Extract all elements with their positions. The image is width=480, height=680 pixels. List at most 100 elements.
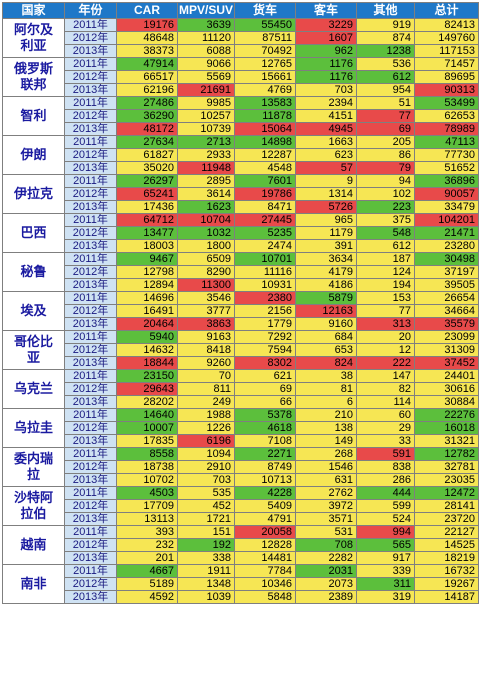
- other-cell: 20: [356, 330, 415, 344]
- other-cell: 548: [356, 226, 415, 240]
- total-cell: 23099: [414, 330, 479, 344]
- table-row: 委内瑞拉 2011年 8558 1094 2271 268 591 12782: [2, 447, 479, 487]
- header-year: 年份: [64, 2, 117, 19]
- other-cell: 954: [356, 83, 415, 97]
- truck-cell: 8471: [234, 200, 296, 214]
- total-cell: 90313: [414, 83, 479, 97]
- car-cell: 20464: [116, 317, 178, 331]
- bus-cell: 5879: [295, 291, 357, 305]
- table-row: 哥伦比亚 2011年 5940 9163 7292 684 20 23099: [2, 330, 479, 370]
- car-cell: 36290: [116, 109, 178, 123]
- table-row: 埃及 2011年 14696 3546 2380 5879 153 26654: [2, 291, 479, 331]
- truck-cell: 4228: [234, 486, 296, 500]
- year-cell: 2012年: [64, 304, 117, 318]
- export-data-table: 国家 年份 CAR MPV/SUV 货车 客车 其他 总计 阿尔及 利亚 2011年 19176 36…: [2, 2, 479, 604]
- table-row: 沙特阿 拉伯 2011年 4503 535 4228 2762 444 12472: [2, 486, 479, 526]
- total-cell: 78989: [414, 122, 479, 136]
- car-cell: 66517: [116, 70, 178, 84]
- truck-cell: 8749: [234, 460, 296, 474]
- table-row: 2013年 20464 3863 1779 9160 313 35579: [3, 317, 479, 331]
- year-cell: 2012年: [64, 226, 117, 240]
- other-cell: 205: [356, 135, 415, 149]
- country-cell: 委内瑞拉: [2, 447, 65, 487]
- mpv-suv-cell: 10257: [177, 109, 235, 123]
- bus-cell: 708: [295, 538, 357, 552]
- other-cell: 917: [356, 551, 415, 565]
- other-cell: 60: [356, 408, 415, 422]
- truck-cell: 12287: [234, 148, 296, 162]
- other-cell: 591: [356, 447, 415, 461]
- table-body: 阿尔及 利亚 2011年 19176 3639 55450 3229 919 82413 2012…: [2, 18, 479, 604]
- table-row: 2012年 48648 11120 87511 1607 874 149760: [3, 31, 479, 45]
- other-cell: 222: [356, 356, 415, 370]
- other-cell: 147: [356, 369, 415, 383]
- bus-cell: 3972: [295, 499, 357, 513]
- truck-cell: 7108: [234, 434, 296, 448]
- mpv-suv-cell: 151: [177, 525, 235, 539]
- country-cell: 俄罗斯 联邦: [2, 57, 65, 97]
- other-cell: 187: [356, 252, 415, 266]
- mpv-suv-cell: 2933: [177, 148, 235, 162]
- mpv-suv-cell: 3863: [177, 317, 235, 331]
- mpv-suv-cell: 6196: [177, 434, 235, 448]
- year-cell: 2011年: [64, 486, 117, 500]
- mpv-suv-cell: 1039: [177, 590, 235, 604]
- total-cell: 71457: [414, 57, 479, 71]
- total-cell: 53499: [414, 96, 479, 110]
- other-cell: 77: [356, 109, 415, 123]
- truck-cell: 5848: [234, 590, 296, 604]
- year-cell: 2012年: [64, 421, 117, 435]
- total-cell: 28141: [414, 499, 479, 513]
- table-row: 阿尔及 利亚 2011年 19176 3639 55450 3229 919 82413: [2, 18, 479, 58]
- year-cell: 2012年: [64, 109, 117, 123]
- mpv-suv-cell: 3639: [177, 18, 235, 32]
- table-row: 2012年 29643 811 69 81 82 30616: [3, 382, 479, 396]
- bus-cell: 623: [295, 148, 357, 162]
- car-cell: 14696: [116, 291, 178, 305]
- mpv-suv-cell: 8290: [177, 265, 235, 279]
- bus-cell: 5726: [295, 200, 357, 214]
- table-row: 2013年 28202 249 66 6 114 30884: [3, 395, 479, 409]
- bus-cell: 1546: [295, 460, 357, 474]
- year-cell: 2012年: [64, 499, 117, 513]
- total-cell: 51652: [414, 161, 479, 175]
- car-cell: 12894: [116, 278, 178, 292]
- truck-cell: 27445: [234, 213, 296, 227]
- truck-cell: 11878: [234, 109, 296, 123]
- car-cell: 232: [116, 538, 178, 552]
- other-cell: 313: [356, 317, 415, 331]
- total-cell: 22127: [414, 525, 479, 539]
- car-cell: 23150: [116, 369, 178, 383]
- total-cell: 117153: [414, 44, 479, 58]
- table-row: 2013年 13113 1721 4791 3571 524 23720: [3, 512, 479, 526]
- year-cell: 2013年: [64, 161, 117, 175]
- bus-cell: 965: [295, 213, 357, 227]
- bus-cell: 2762: [295, 486, 357, 500]
- bus-cell: 684: [295, 330, 357, 344]
- truck-cell: 2474: [234, 239, 296, 253]
- car-cell: 12798: [116, 265, 178, 279]
- year-cell: 2013年: [64, 317, 117, 331]
- car-cell: 28202: [116, 395, 178, 409]
- car-cell: 8558: [116, 447, 178, 461]
- bus-cell: 4179: [295, 265, 357, 279]
- table-row: 2012年 16491 3777 2156 12163 77 34664: [3, 304, 479, 318]
- bus-cell: 4186: [295, 278, 357, 292]
- mpv-suv-cell: 811: [177, 382, 235, 396]
- mpv-suv-cell: 9163: [177, 330, 235, 344]
- car-cell: 5940: [116, 330, 178, 344]
- year-cell: 2013年: [64, 356, 117, 370]
- mpv-suv-cell: 3546: [177, 291, 235, 305]
- total-cell: 39505: [414, 278, 479, 292]
- mpv-suv-cell: 1623: [177, 200, 235, 214]
- truck-cell: 87511: [234, 31, 296, 45]
- car-cell: 17835: [116, 434, 178, 448]
- table-row: 2013年 62196 21691 4769 703 954 90313: [3, 83, 479, 97]
- truck-cell: 10713: [234, 473, 296, 487]
- table-row: 伊朗 2011年 27634 2713 14898 1663 205 47113: [2, 135, 479, 175]
- country-cell: 伊朗: [2, 135, 65, 175]
- bus-cell: 2031: [295, 564, 357, 578]
- other-cell: 33: [356, 434, 415, 448]
- year-cell: 2012年: [64, 70, 117, 84]
- total-cell: 35579: [414, 317, 479, 331]
